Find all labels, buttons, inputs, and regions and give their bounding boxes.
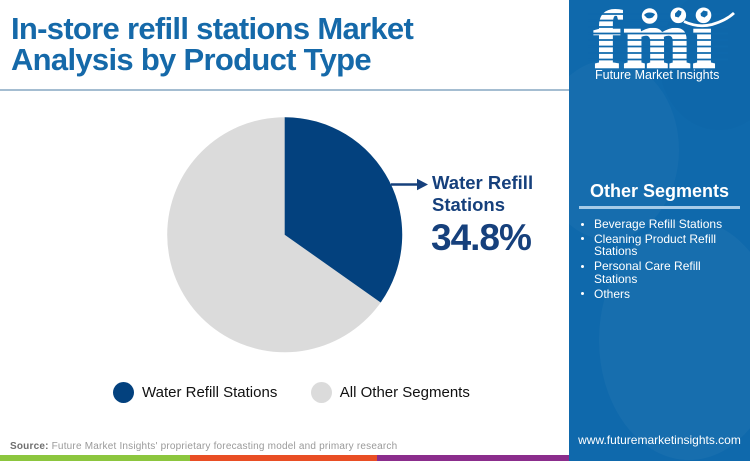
svg-text:Future Market Insights: Future Market Insights (595, 68, 719, 82)
